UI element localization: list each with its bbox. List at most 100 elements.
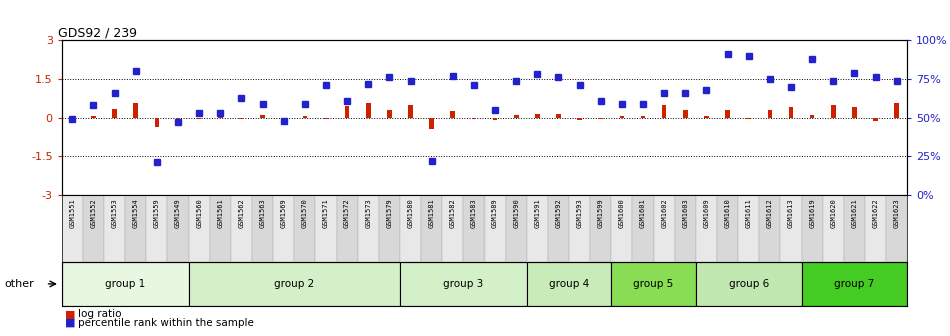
Text: GSM1571: GSM1571 xyxy=(323,198,329,228)
Bar xyxy=(443,195,464,262)
Bar xyxy=(188,262,400,306)
Bar xyxy=(612,195,633,262)
Bar xyxy=(336,195,357,262)
Bar xyxy=(188,195,210,262)
Bar xyxy=(133,103,138,118)
Bar xyxy=(535,114,540,118)
Bar xyxy=(484,195,505,262)
Text: GSM1593: GSM1593 xyxy=(577,198,582,228)
Text: GSM1572: GSM1572 xyxy=(344,198,351,228)
Bar xyxy=(302,116,307,118)
Text: group 4: group 4 xyxy=(549,279,589,289)
Text: GSM1570: GSM1570 xyxy=(302,198,308,228)
Bar xyxy=(640,116,645,118)
Bar xyxy=(345,106,350,118)
Text: GSM1561: GSM1561 xyxy=(218,198,223,228)
Bar xyxy=(768,110,772,118)
Text: GSM1613: GSM1613 xyxy=(788,198,794,228)
Text: other: other xyxy=(5,279,34,289)
Text: GDS92 / 239: GDS92 / 239 xyxy=(58,26,137,39)
Bar xyxy=(526,195,548,262)
Text: GSM1580: GSM1580 xyxy=(408,198,413,228)
Bar xyxy=(450,111,455,118)
Text: GSM1623: GSM1623 xyxy=(894,198,900,228)
Bar xyxy=(83,195,104,262)
Bar xyxy=(294,195,315,262)
Text: GSM1603: GSM1603 xyxy=(682,198,689,228)
Bar xyxy=(260,115,265,118)
Text: GSM1592: GSM1592 xyxy=(556,198,561,228)
Bar xyxy=(357,195,379,262)
Text: group 7: group 7 xyxy=(834,279,875,289)
Text: GSM1581: GSM1581 xyxy=(428,198,435,228)
Bar xyxy=(62,195,83,262)
Bar xyxy=(62,262,188,306)
Bar xyxy=(324,118,329,119)
Text: GSM1600: GSM1600 xyxy=(618,198,625,228)
Bar xyxy=(802,195,823,262)
Bar xyxy=(704,116,709,118)
Bar xyxy=(400,262,526,306)
Bar xyxy=(802,262,907,306)
Text: GSM1563: GSM1563 xyxy=(259,198,266,228)
Bar xyxy=(788,107,793,118)
Bar xyxy=(695,195,717,262)
Text: group 6: group 6 xyxy=(729,279,769,289)
Bar xyxy=(70,118,75,119)
Bar xyxy=(281,118,286,119)
Text: GSM1590: GSM1590 xyxy=(513,198,520,228)
Text: GSM1553: GSM1553 xyxy=(111,198,118,228)
Bar xyxy=(747,118,751,119)
Bar xyxy=(725,110,730,118)
Text: group 5: group 5 xyxy=(634,279,674,289)
Bar xyxy=(831,105,836,118)
Bar xyxy=(695,262,802,306)
Text: group 2: group 2 xyxy=(275,279,314,289)
Text: GSM1591: GSM1591 xyxy=(534,198,541,228)
Bar xyxy=(197,118,201,119)
Text: group 3: group 3 xyxy=(444,279,484,289)
Bar xyxy=(315,195,336,262)
Bar xyxy=(886,195,907,262)
Text: GSM1619: GSM1619 xyxy=(809,198,815,228)
Bar xyxy=(598,118,603,119)
Text: GSM1602: GSM1602 xyxy=(661,198,667,228)
Text: GSM1582: GSM1582 xyxy=(449,198,456,228)
Bar xyxy=(112,109,117,118)
Bar xyxy=(556,114,560,118)
Bar xyxy=(852,107,857,118)
Text: percentile rank within the sample: percentile rank within the sample xyxy=(78,318,254,328)
Text: GSM1621: GSM1621 xyxy=(851,198,858,228)
Text: GSM1549: GSM1549 xyxy=(175,198,181,228)
Bar xyxy=(104,195,125,262)
Bar xyxy=(809,115,814,118)
Text: GSM1620: GSM1620 xyxy=(830,198,836,228)
Bar xyxy=(873,118,878,122)
Bar xyxy=(176,118,180,122)
Bar xyxy=(155,118,160,127)
Text: ■: ■ xyxy=(65,309,75,319)
Bar xyxy=(505,195,526,262)
Text: GSM1611: GSM1611 xyxy=(746,198,751,228)
Bar xyxy=(759,195,781,262)
Bar xyxy=(864,195,886,262)
Text: GSM1552: GSM1552 xyxy=(90,198,97,228)
Bar xyxy=(780,195,802,262)
Bar xyxy=(717,195,738,262)
Bar xyxy=(379,195,400,262)
Text: GSM1610: GSM1610 xyxy=(725,198,731,228)
Text: GSM1622: GSM1622 xyxy=(872,198,879,228)
Text: log ratio: log ratio xyxy=(78,309,122,319)
Bar xyxy=(674,195,695,262)
Bar xyxy=(619,116,624,118)
Bar xyxy=(408,105,413,118)
Bar xyxy=(366,103,370,118)
Bar xyxy=(421,195,442,262)
Bar xyxy=(548,195,569,262)
Bar xyxy=(633,195,654,262)
Bar xyxy=(493,118,498,120)
Text: GSM1554: GSM1554 xyxy=(133,198,139,228)
Bar xyxy=(738,195,759,262)
Bar xyxy=(823,195,844,262)
Text: GSM1569: GSM1569 xyxy=(280,198,287,228)
